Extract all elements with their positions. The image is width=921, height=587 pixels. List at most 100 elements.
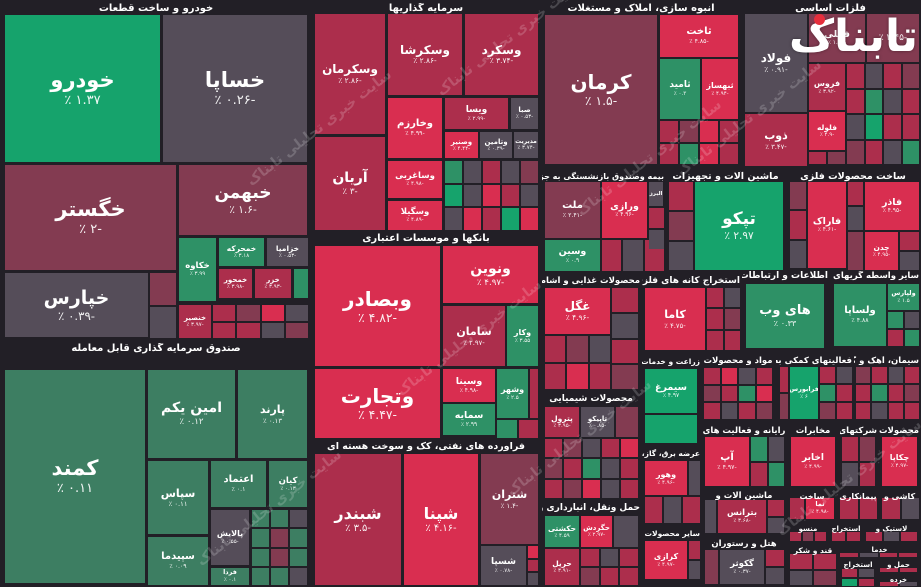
stock-tile[interactable]: فروس -۳.۹۲ ٪	[809, 64, 845, 110]
stock-tile[interactable]: اخابر -۴.۹۹ ٪	[791, 437, 835, 486]
stock-tile-small[interactable]	[856, 367, 871, 383]
stock-tile-small[interactable]	[899, 568, 917, 572]
stock-tile[interactable]: حریل -۳.۹۱ ٪	[545, 549, 579, 585]
stock-tile-small[interactable]	[901, 498, 919, 519]
stock-tile[interactable]: صبا -۰.۵۳ ٪	[511, 98, 538, 129]
stock-tile[interactable]: خودرو ۱.۳۷ ٪	[5, 15, 160, 162]
stock-tile-small[interactable]	[766, 568, 784, 584]
stock-tile-small[interactable]	[445, 208, 462, 230]
stock-tile-small[interactable]	[237, 322, 260, 338]
stock-tile-small[interactable]	[859, 437, 875, 461]
stock-tile-small[interactable]	[856, 403, 871, 419]
stock-tile-small[interactable]	[884, 64, 901, 88]
stock-tile-small[interactable]	[888, 403, 903, 419]
stock-tile-small[interactable]	[902, 64, 919, 88]
stock-tile-small[interactable]	[751, 462, 767, 486]
stock-tile[interactable]: -۳.۴۵ ٪	[867, 14, 919, 62]
stock-tile-small[interactable]	[483, 161, 500, 183]
stock-tile-small[interactable]	[581, 549, 599, 566]
stock-tile-small[interactable]	[621, 459, 638, 478]
stock-tile-small[interactable]	[502, 184, 519, 207]
stock-tile-small[interactable]	[483, 208, 500, 230]
stock-tile-small[interactable]	[904, 403, 919, 419]
stock-tile-small[interactable]	[252, 529, 269, 547]
stock-tile-small[interactable]	[842, 569, 857, 577]
stock-tile[interactable]: سامان -۲.۹۷ ٪	[443, 306, 505, 366]
stock-tile-small[interactable]	[705, 500, 716, 533]
stock-tile-small[interactable]	[720, 143, 738, 164]
stock-tile-small[interactable]	[581, 568, 599, 585]
stock-tile-small[interactable]	[859, 569, 874, 577]
stock-tile-small[interactable]	[790, 211, 806, 239]
stock-tile[interactable]: فردا ۰.۱ ٪	[211, 568, 249, 585]
stock-tile[interactable]: ثاخت -۴.۸۵ ٪	[660, 15, 738, 57]
stock-tile[interactable]: کمند ۰.۱۱ ٪	[5, 370, 145, 583]
stock-tile-small[interactable]	[859, 462, 875, 486]
stock-tile-small[interactable]	[445, 161, 462, 183]
stock-tile-small[interactable]	[756, 368, 772, 384]
stock-tile-small[interactable]	[669, 242, 693, 270]
stock-tile-small[interactable]	[567, 363, 588, 389]
stock-tile-small[interactable]	[620, 549, 638, 566]
stock-tile-small[interactable]	[802, 532, 814, 541]
stock-tile-small[interactable]	[600, 549, 619, 566]
stock-tile[interactable]: البرز	[649, 182, 663, 206]
stock-tile[interactable]: تاپیکو -۰.۸۵ ٪	[581, 407, 614, 437]
stock-tile-small[interactable]	[602, 459, 619, 478]
stock-tile-small[interactable]	[842, 578, 857, 586]
stock-tile-small[interactable]	[707, 309, 723, 329]
stock-tile-small[interactable]	[612, 313, 638, 338]
stock-tile-small[interactable]	[521, 161, 538, 183]
stock-tile-small[interactable]	[612, 365, 638, 389]
stock-tile[interactable]: فاذر -۴.۹۵ ٪	[865, 182, 919, 230]
stock-tile[interactable]: وسینا -۴.۹۸ ٪	[443, 369, 495, 402]
stock-tile-small[interactable]	[649, 229, 664, 250]
stock-tile[interactable]: خپارس -۰.۳۹ ٪	[5, 273, 148, 337]
stock-tile-small[interactable]	[261, 305, 284, 321]
stock-tile[interactable]: پارند ۰.۱۳ ٪	[238, 370, 307, 458]
stock-tile-small[interactable]	[528, 546, 538, 558]
stock-tile-small[interactable]	[602, 439, 619, 458]
stock-tile-small[interactable]	[859, 498, 877, 519]
stock-tile-small[interactable]	[721, 385, 737, 402]
stock-tile[interactable]: کرمان -۱.۵ ٪	[545, 15, 657, 164]
stock-tile-small[interactable]	[768, 437, 784, 461]
stock-tile-small[interactable]	[865, 140, 882, 164]
stock-tile-small[interactable]	[660, 143, 678, 164]
stock-tile-small[interactable]	[884, 115, 901, 139]
stock-tile[interactable]: بترانس -۳.۶۸ ٪	[718, 500, 766, 533]
stock-tile[interactable]: وسگیلا -۴.۸۹ ٪	[388, 201, 442, 230]
stock-tile-small[interactable]	[285, 322, 308, 338]
stock-tile-small[interactable]	[842, 437, 858, 461]
stock-tile-small[interactable]	[545, 336, 566, 362]
stock-tile-small[interactable]	[564, 479, 581, 498]
stock-tile[interactable]: ملت -۲.۴۱ ٪	[545, 182, 600, 238]
stock-tile-small[interactable]	[616, 407, 638, 437]
stock-tile-small[interactable]	[901, 532, 917, 541]
stock-tile-small[interactable]	[290, 548, 307, 566]
stock-tile-small[interactable]	[721, 403, 737, 419]
stock-tile[interactable]: وبصادر -۴.۸۲ ٪	[315, 246, 440, 366]
stock-tile[interactable]: سپاس ۰.۱۱ ٪	[148, 461, 208, 534]
stock-tile-small[interactable]	[724, 330, 740, 350]
stock-tile-small[interactable]	[790, 570, 812, 585]
stock-tile-small[interactable]	[756, 403, 772, 419]
stock-tile-small[interactable]	[872, 385, 887, 401]
stock-tile[interactable]: شبندر -۳.۵ ٪	[315, 454, 401, 585]
stock-tile[interactable]: چدن -۴.۹۵ ٪	[865, 232, 898, 270]
stock-tile-small[interactable]	[290, 529, 307, 547]
stock-tile[interactable]: شتران -۱.۴ ٪	[481, 454, 538, 544]
stock-tile-small[interactable]	[790, 182, 806, 210]
stock-tile-small[interactable]	[884, 140, 901, 164]
stock-tile-small[interactable]	[669, 212, 693, 240]
stock-tile[interactable]: سمایه ۲.۹۹ ٪	[443, 404, 495, 435]
stock-tile[interactable]: خمحرکه ۳.۱۸ ٪	[219, 238, 264, 266]
stock-tile[interactable]: چکاپا -۴.۹۷ ٪	[882, 437, 917, 486]
stock-tile-small[interactable]	[837, 403, 852, 419]
stock-tile-small[interactable]	[837, 367, 852, 383]
stock-tile-small[interactable]	[832, 532, 845, 541]
stock-tile-small[interactable]	[285, 305, 308, 321]
stock-tile-small[interactable]	[614, 516, 638, 547]
stock-tile-small[interactable]	[445, 184, 462, 207]
stock-tile-small[interactable]	[865, 115, 882, 139]
